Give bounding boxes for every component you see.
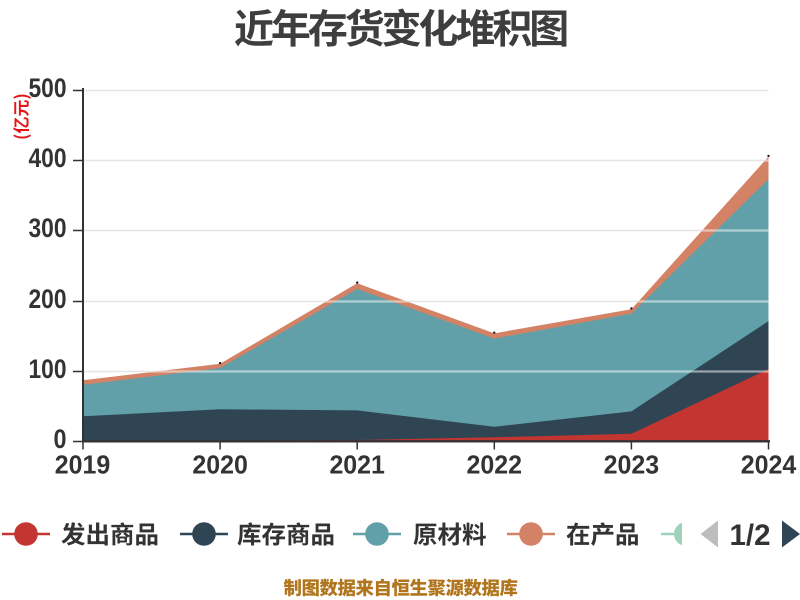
svg-text:100: 100: [29, 354, 67, 384]
svg-text:0: 0: [54, 424, 67, 454]
svg-text:200: 200: [29, 284, 67, 314]
svg-text:400: 400: [29, 143, 67, 173]
svg-text:2023: 2023: [604, 450, 660, 480]
svg-text:2019: 2019: [55, 450, 111, 480]
svg-text:2022: 2022: [467, 450, 523, 480]
svg-text:1/2: 1/2: [730, 519, 771, 552]
svg-text:2020: 2020: [192, 450, 248, 480]
svg-text:300: 300: [29, 213, 67, 243]
svg-text:500: 500: [29, 73, 67, 103]
svg-text:2024: 2024: [741, 450, 797, 480]
svg-text:2021: 2021: [329, 450, 385, 480]
